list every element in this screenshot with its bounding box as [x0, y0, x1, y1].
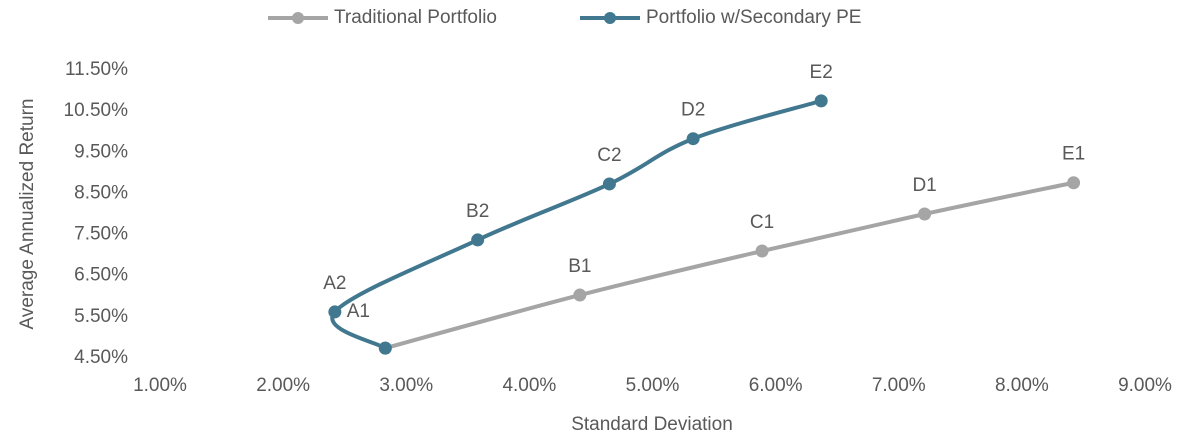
x-tick-label: 9.00% [1118, 375, 1172, 396]
x-tick-label: 8.00% [995, 375, 1049, 396]
x-tick-label: 5.00% [626, 375, 680, 396]
y-tick-label: 10.50% [64, 100, 129, 121]
y-tick-label: 6.50% [74, 265, 128, 286]
point [328, 305, 342, 319]
series-line [330, 98, 822, 350]
x-tick-label: 1.00% [133, 375, 187, 396]
point-label: C1 [750, 212, 774, 233]
point-label: E1 [1062, 144, 1085, 165]
point [602, 177, 616, 191]
y-tick-label: 5.50% [74, 306, 128, 327]
point [378, 341, 392, 355]
point [686, 132, 700, 146]
x-tick-label: 6.00% [749, 375, 803, 396]
point-label: B1 [568, 256, 591, 277]
point-label: A2 [323, 273, 346, 294]
y-axis-title: Average Annualized Return [17, 99, 38, 330]
x-axis-title: Standard Deviation [571, 414, 733, 435]
point [918, 207, 932, 221]
point-label: D2 [681, 100, 705, 121]
y-tick-label: 11.50% [65, 59, 128, 80]
point [755, 244, 769, 258]
legend-marker [292, 12, 304, 24]
point-label: E2 [810, 62, 833, 83]
point [471, 233, 485, 247]
point-label: D1 [912, 175, 936, 196]
x-tick-label: 2.00% [256, 375, 310, 396]
point [814, 94, 828, 108]
y-tick-label: 7.50% [74, 224, 128, 245]
y-tick-label: 4.50% [74, 347, 128, 368]
point-label: A1 [347, 301, 370, 322]
point [573, 288, 587, 302]
x-tick-label: 3.00% [379, 375, 433, 396]
point [1067, 176, 1081, 190]
x-tick-label: 4.00% [502, 375, 556, 396]
y-tick-label: 9.50% [74, 141, 128, 162]
legend-marker [604, 12, 616, 24]
point-label: B2 [466, 201, 489, 222]
legend-label: Traditional Portfolio [334, 7, 497, 28]
legend-label: Portfolio w/Secondary PE [646, 7, 861, 28]
y-tick-label: 8.50% [74, 182, 128, 203]
point-label: C2 [597, 145, 621, 166]
x-tick-label: 7.00% [872, 375, 926, 396]
